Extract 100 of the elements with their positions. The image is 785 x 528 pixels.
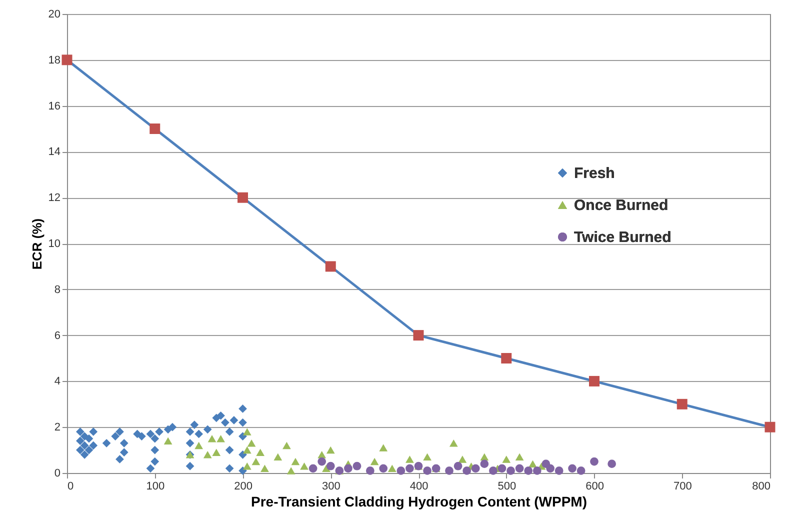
x-tick-label: 500 xyxy=(498,480,516,492)
point xyxy=(546,464,554,473)
point xyxy=(212,448,221,456)
point xyxy=(155,428,164,436)
point xyxy=(256,448,265,456)
point xyxy=(308,464,318,473)
point xyxy=(194,442,203,450)
point xyxy=(203,425,212,434)
point xyxy=(242,428,252,436)
point xyxy=(260,464,269,472)
point xyxy=(501,353,512,364)
point xyxy=(146,430,155,438)
y-tick-label: 8 xyxy=(54,284,60,296)
point xyxy=(528,460,537,468)
point xyxy=(445,466,454,475)
point xyxy=(150,446,160,454)
point xyxy=(252,458,260,466)
point xyxy=(216,411,225,420)
x-tick-label: 700 xyxy=(673,480,692,492)
x-tick-label: 300 xyxy=(322,480,340,492)
point xyxy=(589,376,600,386)
point xyxy=(462,466,472,475)
point xyxy=(274,453,282,461)
y-tick-label: 6 xyxy=(54,330,60,342)
legend-label: Once Burned xyxy=(574,196,668,214)
point xyxy=(396,466,406,475)
y-tick-label: 0 xyxy=(54,468,60,480)
point xyxy=(238,192,248,203)
x-tick-label: 100 xyxy=(146,480,165,492)
legend-label: Twice Burned xyxy=(574,228,672,246)
point xyxy=(238,404,247,413)
point xyxy=(370,458,379,466)
y-axis-title: ECR (%) xyxy=(29,218,44,270)
point xyxy=(423,453,432,461)
point xyxy=(764,422,776,432)
point xyxy=(238,432,247,440)
point xyxy=(76,436,84,446)
y-tick-label: 12 xyxy=(48,192,60,204)
x-tick-label: 0 xyxy=(68,480,74,492)
point xyxy=(406,464,414,473)
point xyxy=(102,438,111,448)
point xyxy=(590,457,598,466)
point xyxy=(515,453,524,461)
point xyxy=(62,54,72,66)
point xyxy=(423,466,432,475)
point xyxy=(225,428,234,436)
point xyxy=(84,434,94,443)
point xyxy=(318,457,326,466)
point xyxy=(247,440,256,447)
point xyxy=(208,434,216,442)
point xyxy=(120,448,128,457)
y-tick-label: 10 xyxy=(48,238,60,250)
point xyxy=(203,451,212,458)
point xyxy=(186,438,194,448)
y-tick-label: 18 xyxy=(48,54,60,66)
point xyxy=(80,441,89,450)
point xyxy=(608,460,616,468)
point xyxy=(344,464,352,473)
point xyxy=(326,446,335,454)
point xyxy=(186,428,194,436)
point xyxy=(225,446,234,454)
point xyxy=(150,124,160,134)
point xyxy=(498,464,506,473)
x-tick-label: 400 xyxy=(410,480,428,492)
point xyxy=(116,455,124,464)
point xyxy=(532,466,542,475)
point xyxy=(150,457,160,466)
point xyxy=(291,458,300,466)
point xyxy=(164,437,172,444)
point xyxy=(225,464,234,473)
point xyxy=(150,434,160,443)
point xyxy=(506,466,515,475)
point xyxy=(454,462,462,470)
x-tick-label: 200 xyxy=(234,480,252,492)
point xyxy=(379,444,388,452)
point xyxy=(524,466,533,475)
point xyxy=(242,446,252,454)
point xyxy=(120,438,128,448)
legend-label: Fresh xyxy=(574,164,615,182)
point xyxy=(168,422,177,432)
point xyxy=(186,462,194,470)
point xyxy=(76,446,84,454)
point xyxy=(80,450,89,459)
point xyxy=(138,432,146,440)
point xyxy=(111,432,120,440)
point xyxy=(502,456,511,463)
point xyxy=(352,462,362,470)
point xyxy=(89,428,98,436)
point xyxy=(300,462,308,470)
point xyxy=(146,464,155,473)
point xyxy=(325,261,336,272)
point xyxy=(286,467,296,474)
x-tick-label: 800 xyxy=(752,480,770,492)
point xyxy=(238,418,247,427)
y-tick-label: 4 xyxy=(54,376,60,388)
point xyxy=(76,428,84,436)
point xyxy=(449,440,458,447)
x-tick-label: 600 xyxy=(586,480,604,492)
y-tick-label: 16 xyxy=(48,100,60,112)
point xyxy=(388,464,396,472)
